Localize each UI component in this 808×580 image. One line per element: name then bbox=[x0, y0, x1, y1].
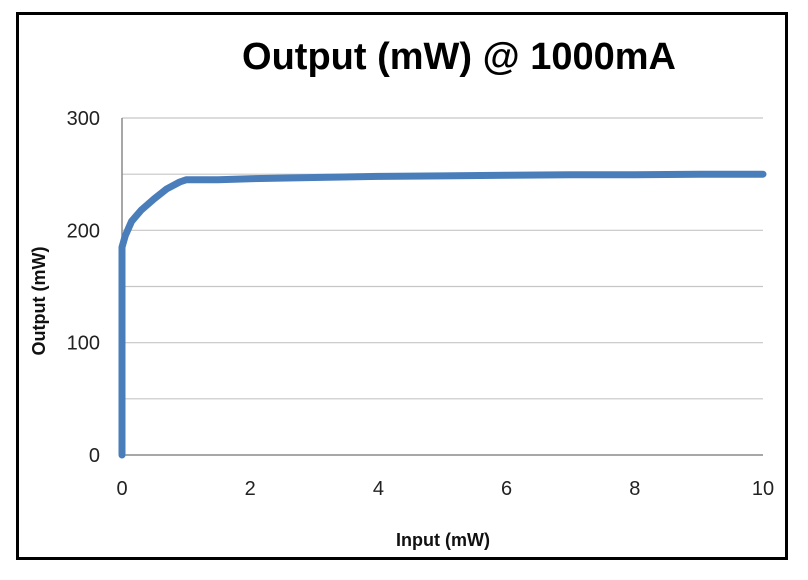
y-tick-label: 200 bbox=[67, 220, 100, 242]
x-axis-ticks: 0 2 4 6 8 10 bbox=[116, 478, 774, 500]
gridlines bbox=[122, 117, 763, 400]
series-layer bbox=[118, 170, 767, 459]
y-axis-title: Output (mW) bbox=[29, 247, 49, 356]
y-tick-label: 0 bbox=[89, 445, 100, 467]
x-tick-label: 8 bbox=[629, 478, 640, 500]
chart-frame: Output (mW) @ 1000mA 0 100 200 300 0 2 4 6 8 10 … bbox=[16, 12, 788, 560]
y-tick-label: 300 bbox=[67, 108, 100, 130]
series-line-1 bbox=[118, 170, 767, 459]
x-tick-label: 4 bbox=[373, 478, 384, 500]
x-tick-label: 6 bbox=[501, 478, 512, 500]
y-axis-ticks: 0 100 200 300 bbox=[67, 108, 100, 467]
chart-title: Output (mW) @ 1000mA bbox=[242, 36, 676, 78]
x-tick-label: 0 bbox=[116, 478, 127, 500]
x-tick-label: 2 bbox=[245, 478, 256, 500]
y-tick-label: 100 bbox=[67, 333, 100, 355]
x-tick-label: 10 bbox=[752, 478, 774, 500]
x-axis-title: Input (mW) bbox=[396, 530, 490, 550]
